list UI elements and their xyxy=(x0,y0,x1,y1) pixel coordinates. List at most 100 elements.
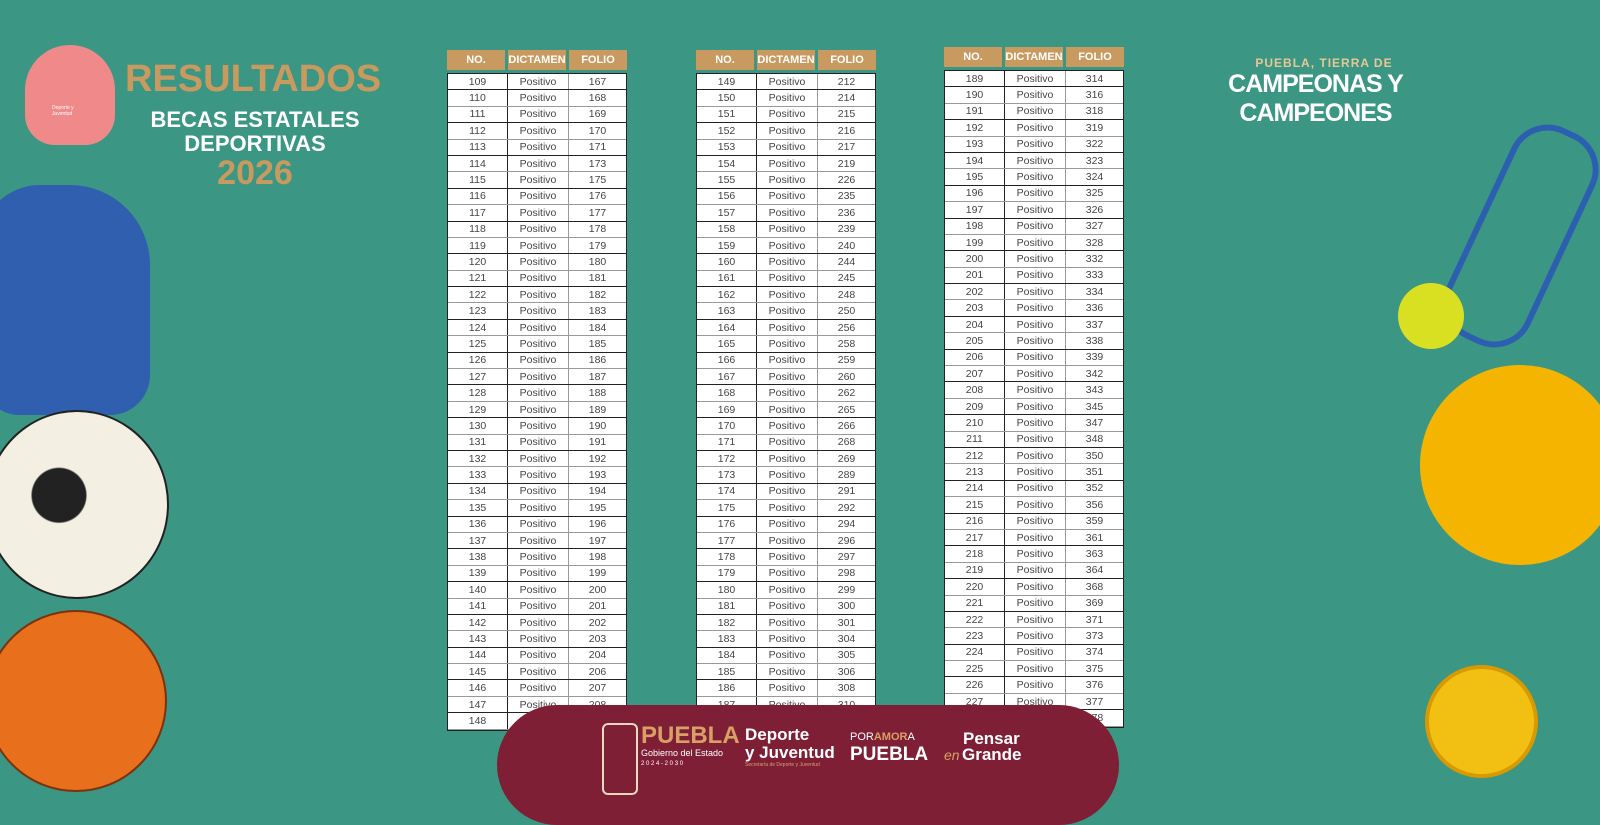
cell-dictamen: Positivo xyxy=(757,582,818,598)
table-row: 212 Positivo 350 xyxy=(945,447,1123,465)
footer-juventud: y Juventud xyxy=(745,743,835,762)
cell-no: 123 xyxy=(448,303,508,319)
table-row: 123 Positivo 183 xyxy=(448,303,626,320)
cell-dictamen: Positivo xyxy=(757,631,818,647)
cell-no: 126 xyxy=(448,352,508,369)
table-row: 155 Positivo 226 xyxy=(697,172,875,189)
mascot-axolotl-icon xyxy=(25,45,115,145)
cell-dictamen: Positivo xyxy=(1005,693,1066,710)
cell-folio: 198 xyxy=(588,551,607,564)
table-row: 202 Positivo 334 xyxy=(945,284,1123,301)
cell-folio: 203 xyxy=(588,632,607,645)
cell-dictamen: Positivo xyxy=(757,270,818,287)
table-row: 211 Positivo 348 xyxy=(945,431,1123,448)
table-row: 119 Positivo 179 xyxy=(448,237,626,255)
table-row: 224 Positivo 374 xyxy=(945,644,1123,662)
table-row: 197 Positivo 326 xyxy=(945,202,1123,219)
cell-dictamen: Positivo xyxy=(508,598,569,614)
cell-folio: 319 xyxy=(1085,121,1104,134)
cell-no: 143 xyxy=(448,631,508,647)
cell-folio: 373 xyxy=(1085,629,1104,642)
cell-dictamen: Positivo xyxy=(1005,447,1066,464)
cell-folio: 356 xyxy=(1085,498,1104,511)
cell-no: 195 xyxy=(945,169,1005,185)
footer-por-amor: PORAMORA xyxy=(850,731,915,743)
cell-dictamen: Positivo xyxy=(508,631,569,647)
cell-dictamen: Positivo xyxy=(508,418,569,434)
cell-no: 178 xyxy=(697,549,757,565)
cell-no: 208 xyxy=(945,382,1005,398)
cell-folio: 369 xyxy=(1085,597,1104,610)
cell-dictamen: Positivo xyxy=(1005,284,1066,300)
table-row: 179 Positivo 298 xyxy=(697,565,875,583)
page-year: 2026 xyxy=(217,154,293,192)
cell-folio: 259 xyxy=(837,354,856,367)
table-row: 193 Positivo 322 xyxy=(945,136,1123,153)
cell-no: 173 xyxy=(697,467,757,483)
cell-folio: 186 xyxy=(588,354,607,367)
cell-dictamen: Positivo xyxy=(1005,71,1066,87)
cell-folio: 297 xyxy=(837,551,856,564)
cell-folio: 327 xyxy=(1085,220,1104,233)
cell-folio: 188 xyxy=(588,387,607,400)
cell-folio: 206 xyxy=(588,665,607,678)
column-header-no: NO. xyxy=(447,50,505,70)
cell-no: 176 xyxy=(697,516,757,532)
cell-no: 182 xyxy=(697,614,757,631)
cell-dictamen: Positivo xyxy=(757,467,818,483)
table-row: 156 Positivo 235 xyxy=(697,188,875,206)
cell-dictamen: Positivo xyxy=(1005,595,1066,611)
cell-folio: 258 xyxy=(837,337,856,350)
table-row: 115 Positivo 175 xyxy=(448,172,626,189)
cell-no: 139 xyxy=(448,565,508,582)
cell-dictamen: Positivo xyxy=(1005,579,1066,595)
cell-dictamen: Positivo xyxy=(757,549,818,565)
cell-dictamen: Positivo xyxy=(757,155,818,172)
cell-dictamen: Positivo xyxy=(1005,415,1066,431)
table-row: 117 Positivo 177 xyxy=(448,205,626,222)
table-row: 175 Positivo 292 xyxy=(697,500,875,517)
cell-no: 203 xyxy=(945,300,1005,316)
cell-folio: 177 xyxy=(588,206,607,219)
cell-dictamen: Positivo xyxy=(508,188,569,205)
cell-dictamen: Positivo xyxy=(757,664,818,680)
table-row: 130 Positivo 190 xyxy=(448,418,626,435)
table-row: 137 Positivo 197 xyxy=(448,532,626,550)
cell-no: 144 xyxy=(448,647,508,664)
table-row: 215 Positivo 356 xyxy=(945,497,1123,514)
table-row: 191 Positivo 318 xyxy=(945,103,1123,121)
cell-dictamen: Positivo xyxy=(1005,103,1066,120)
cell-folio: 325 xyxy=(1085,187,1104,200)
cell-folio: 183 xyxy=(588,305,607,318)
table-row: 186 Positivo 308 xyxy=(697,680,875,697)
cell-dictamen: Positivo xyxy=(1005,529,1066,546)
cell-dictamen: Positivo xyxy=(508,172,569,188)
cell-no: 111 xyxy=(448,106,508,123)
cell-no: 209 xyxy=(945,398,1005,415)
cell-folio: 195 xyxy=(588,501,607,514)
column-header-folio: FOLIO xyxy=(1066,47,1124,67)
cell-dictamen: Positivo xyxy=(757,434,818,450)
cell-folio: 376 xyxy=(1085,679,1104,692)
cell-dictamen: Positivo xyxy=(757,532,818,549)
cell-no: 180 xyxy=(697,582,757,598)
cell-no: 219 xyxy=(945,562,1005,579)
table-row: 225 Positivo 375 xyxy=(945,661,1123,678)
column-header-dictamen: DICTAMEN xyxy=(1005,47,1063,67)
tennis-ball-icon xyxy=(1398,283,1464,349)
cell-folio: 192 xyxy=(588,452,607,465)
cell-folio: 199 xyxy=(588,567,607,580)
cell-no: 112 xyxy=(448,123,508,139)
cell-no: 193 xyxy=(945,136,1005,152)
cell-folio: 338 xyxy=(1085,334,1104,347)
table-row: 189 Positivo 314 xyxy=(945,71,1123,88)
cell-dictamen: Positivo xyxy=(757,483,818,500)
cell-no: 142 xyxy=(448,614,508,631)
cell-folio: 204 xyxy=(588,649,607,662)
cell-folio: 171 xyxy=(588,141,607,154)
table-row: 157 Positivo 236 xyxy=(697,205,875,222)
cell-folio: 343 xyxy=(1085,384,1104,397)
cell-folio: 260 xyxy=(837,370,856,383)
cell-folio: 215 xyxy=(837,108,856,121)
cell-dictamen: Positivo xyxy=(1005,366,1066,382)
